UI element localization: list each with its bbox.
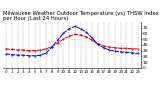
- Text: Milwaukee Weather Outdoor Temperature (vs) THSW Index per Hour (Last 24 Hours): Milwaukee Weather Outdoor Temperature (v…: [3, 11, 159, 21]
